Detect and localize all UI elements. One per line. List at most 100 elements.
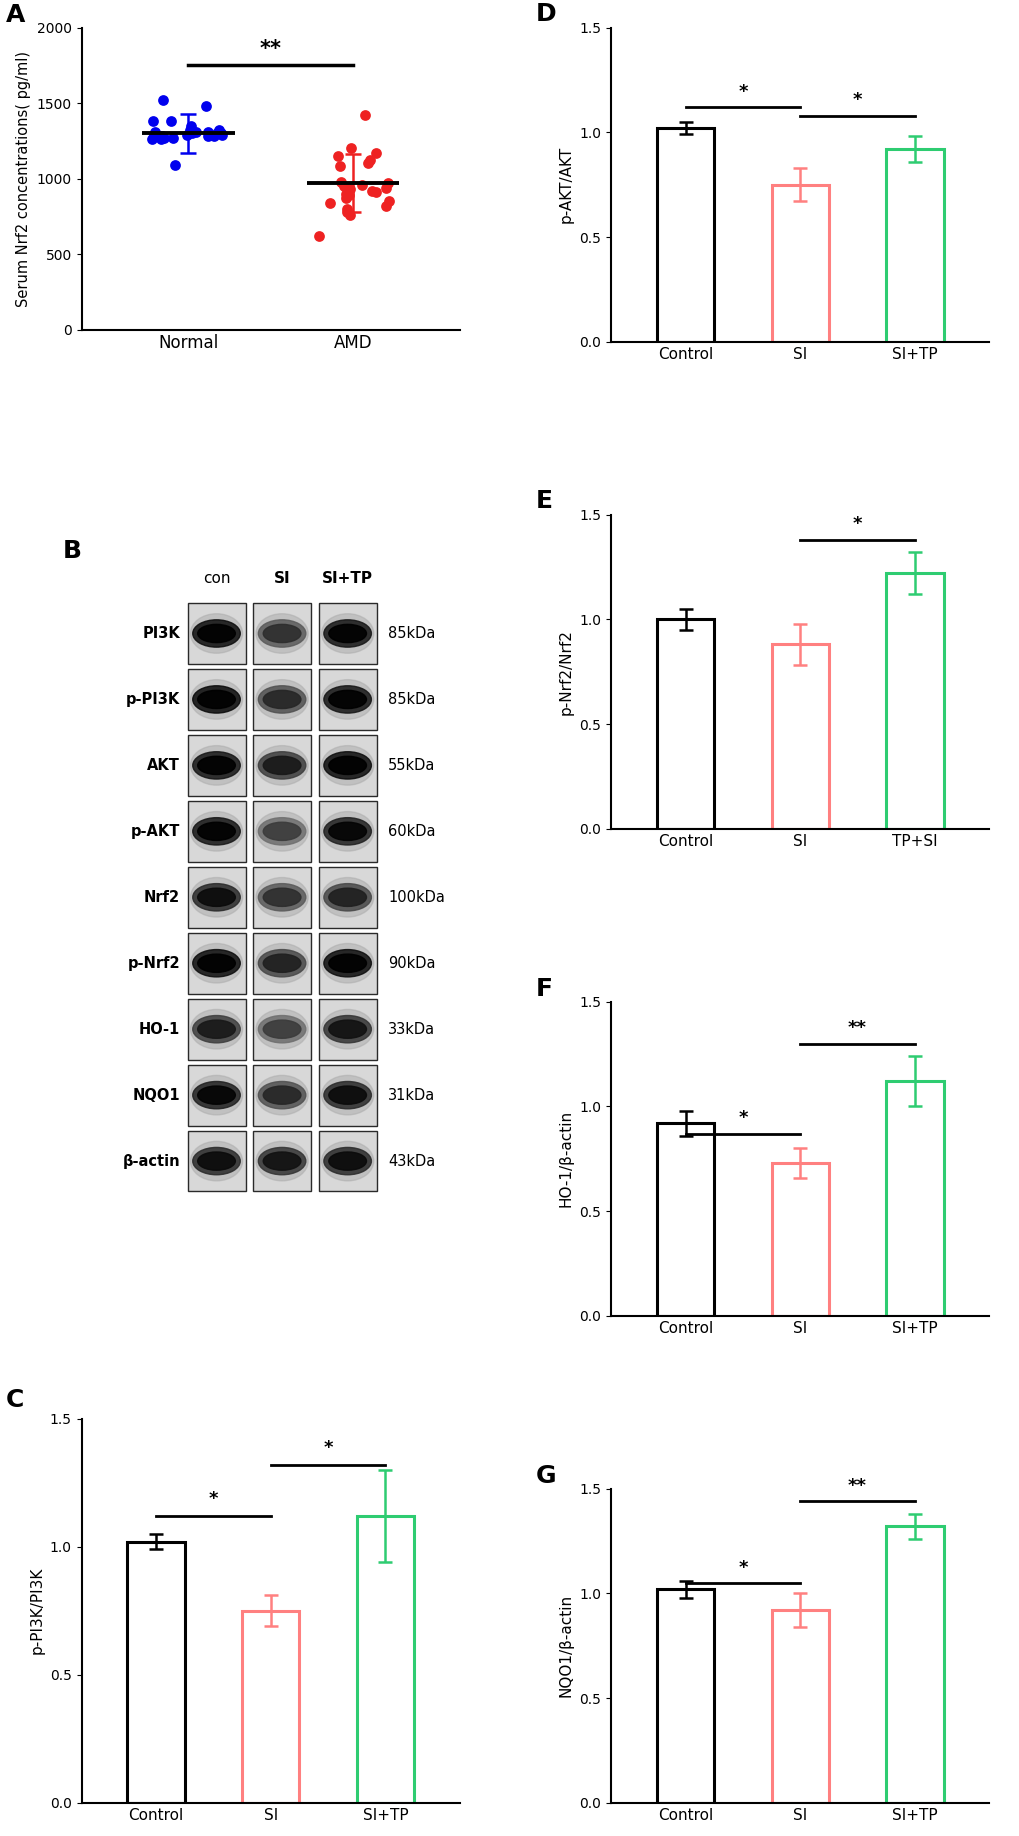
Point xyxy=(342,134,359,163)
FancyBboxPatch shape xyxy=(318,1065,376,1125)
Ellipse shape xyxy=(191,878,243,916)
Text: 90kDa: 90kDa xyxy=(387,957,435,971)
Ellipse shape xyxy=(258,949,306,977)
Text: A: A xyxy=(6,4,25,28)
Ellipse shape xyxy=(258,751,306,778)
Ellipse shape xyxy=(258,621,306,646)
Point xyxy=(200,118,216,147)
Text: *: * xyxy=(323,1439,332,1458)
Ellipse shape xyxy=(258,1015,306,1043)
Point xyxy=(311,220,327,250)
Point xyxy=(206,121,222,151)
Point xyxy=(359,149,375,178)
Text: *: * xyxy=(738,1109,747,1127)
Text: **: ** xyxy=(260,39,281,59)
FancyBboxPatch shape xyxy=(318,933,376,993)
Ellipse shape xyxy=(256,745,308,786)
Ellipse shape xyxy=(324,687,371,712)
Text: G: G xyxy=(535,1463,555,1487)
Ellipse shape xyxy=(193,1081,240,1109)
Bar xyxy=(886,573,943,828)
Ellipse shape xyxy=(198,889,235,907)
Ellipse shape xyxy=(191,944,243,982)
Ellipse shape xyxy=(198,690,235,709)
Text: **: ** xyxy=(847,1476,866,1495)
Ellipse shape xyxy=(258,1081,306,1109)
Point xyxy=(146,119,162,149)
Point xyxy=(332,152,348,182)
Ellipse shape xyxy=(328,1021,366,1039)
Ellipse shape xyxy=(321,878,373,916)
Point xyxy=(145,106,161,136)
Ellipse shape xyxy=(193,1015,240,1043)
Ellipse shape xyxy=(263,823,301,841)
Ellipse shape xyxy=(263,756,301,775)
Ellipse shape xyxy=(256,679,308,720)
Point xyxy=(367,138,383,167)
FancyBboxPatch shape xyxy=(253,1131,311,1192)
Ellipse shape xyxy=(263,624,301,643)
Ellipse shape xyxy=(191,1076,243,1114)
Point xyxy=(198,92,214,121)
FancyBboxPatch shape xyxy=(318,1131,376,1192)
Bar xyxy=(770,1610,828,1803)
Ellipse shape xyxy=(191,613,243,654)
Point xyxy=(181,116,198,145)
Y-axis label: p-AKT/AKT: p-AKT/AKT xyxy=(558,147,574,224)
Text: 43kDa: 43kDa xyxy=(387,1153,435,1168)
Ellipse shape xyxy=(198,756,235,775)
Ellipse shape xyxy=(191,679,243,720)
Y-axis label: p-PI3K/PI3K: p-PI3K/PI3K xyxy=(30,1568,44,1654)
Ellipse shape xyxy=(193,621,240,646)
FancyBboxPatch shape xyxy=(253,800,311,861)
Bar xyxy=(656,129,713,341)
Ellipse shape xyxy=(324,751,371,778)
Ellipse shape xyxy=(263,1087,301,1103)
Ellipse shape xyxy=(328,889,366,907)
Point xyxy=(362,145,378,174)
Ellipse shape xyxy=(256,812,308,852)
Point xyxy=(338,195,355,224)
FancyBboxPatch shape xyxy=(253,668,311,731)
Ellipse shape xyxy=(321,944,373,982)
FancyBboxPatch shape xyxy=(318,800,376,861)
Text: *: * xyxy=(209,1491,218,1507)
FancyBboxPatch shape xyxy=(187,933,246,993)
Point xyxy=(379,169,395,198)
Ellipse shape xyxy=(263,889,301,907)
Ellipse shape xyxy=(198,1087,235,1103)
Point xyxy=(329,141,345,171)
Bar xyxy=(886,1081,943,1316)
FancyBboxPatch shape xyxy=(318,867,376,927)
FancyBboxPatch shape xyxy=(187,602,246,665)
Point xyxy=(368,178,384,207)
FancyBboxPatch shape xyxy=(253,999,311,1059)
Point xyxy=(364,176,380,206)
Point xyxy=(357,101,373,130)
Text: p-Nrf2: p-Nrf2 xyxy=(127,957,179,971)
Ellipse shape xyxy=(198,955,235,973)
Ellipse shape xyxy=(328,690,366,709)
Ellipse shape xyxy=(258,687,306,712)
Ellipse shape xyxy=(193,1148,240,1175)
Point xyxy=(154,121,170,151)
Point xyxy=(166,151,182,180)
Text: p-PI3K: p-PI3K xyxy=(125,692,179,707)
Ellipse shape xyxy=(193,883,240,911)
Bar xyxy=(357,1517,414,1803)
Ellipse shape xyxy=(324,817,371,845)
Ellipse shape xyxy=(328,955,366,973)
Ellipse shape xyxy=(328,1151,366,1170)
Point xyxy=(354,171,370,200)
Bar xyxy=(656,619,713,828)
Point xyxy=(332,167,348,196)
Text: F: F xyxy=(535,977,552,1001)
Ellipse shape xyxy=(321,1142,373,1181)
Ellipse shape xyxy=(193,949,240,977)
Ellipse shape xyxy=(324,621,371,646)
Ellipse shape xyxy=(263,690,301,709)
Point xyxy=(341,180,358,209)
Y-axis label: NQO1/β-actin: NQO1/β-actin xyxy=(558,1594,574,1698)
Text: 100kDa: 100kDa xyxy=(387,890,444,905)
Point xyxy=(164,123,180,152)
